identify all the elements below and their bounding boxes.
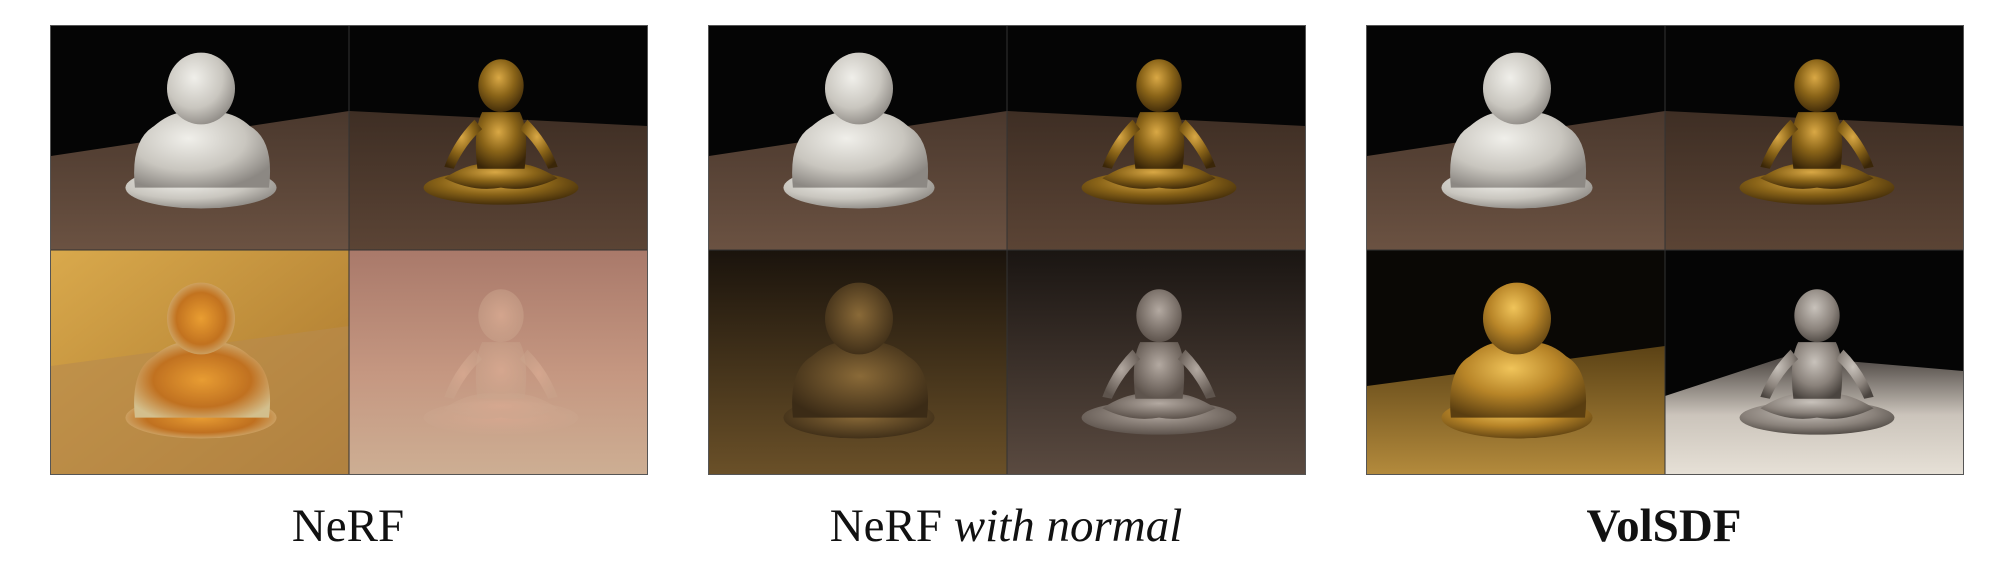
caption-nerf-text: NeRF [829,500,954,552]
caption-volsdf: VolSDF [1366,496,1962,556]
caption-nerf-text: NeRF [291,500,405,552]
monk-silver-bottom-right [1007,250,1305,474]
monk-gold-top-right [349,26,647,250]
monk-gold-top-right [1007,26,1305,250]
buddha-gold-bottom-left [1367,250,1665,474]
monk-white-bottom-right [1665,250,1963,474]
nerf-with-normal-image-panel [708,25,1306,475]
buddha-white-top-left [1367,26,1665,250]
caption-nerf-with-normal: NeRF with normal [708,496,1304,556]
buddha-white-top-left [51,26,349,250]
buddha-amber-bottom-left [51,250,349,474]
nerf-image-panel [50,25,648,475]
caption-volsdf-text: VolSDF [1586,500,1742,552]
buddha-white-top-left [709,26,1007,250]
volsdf-image-panel [1366,25,1964,475]
monk-gold-top-right [1665,26,1963,250]
caption-with-normal-text: with normal [953,500,1183,552]
caption-nerf: NeRF [50,496,646,556]
monk-translucent-bottom-right [349,250,647,474]
buddha-dark-gold-bottom-left [709,250,1007,474]
